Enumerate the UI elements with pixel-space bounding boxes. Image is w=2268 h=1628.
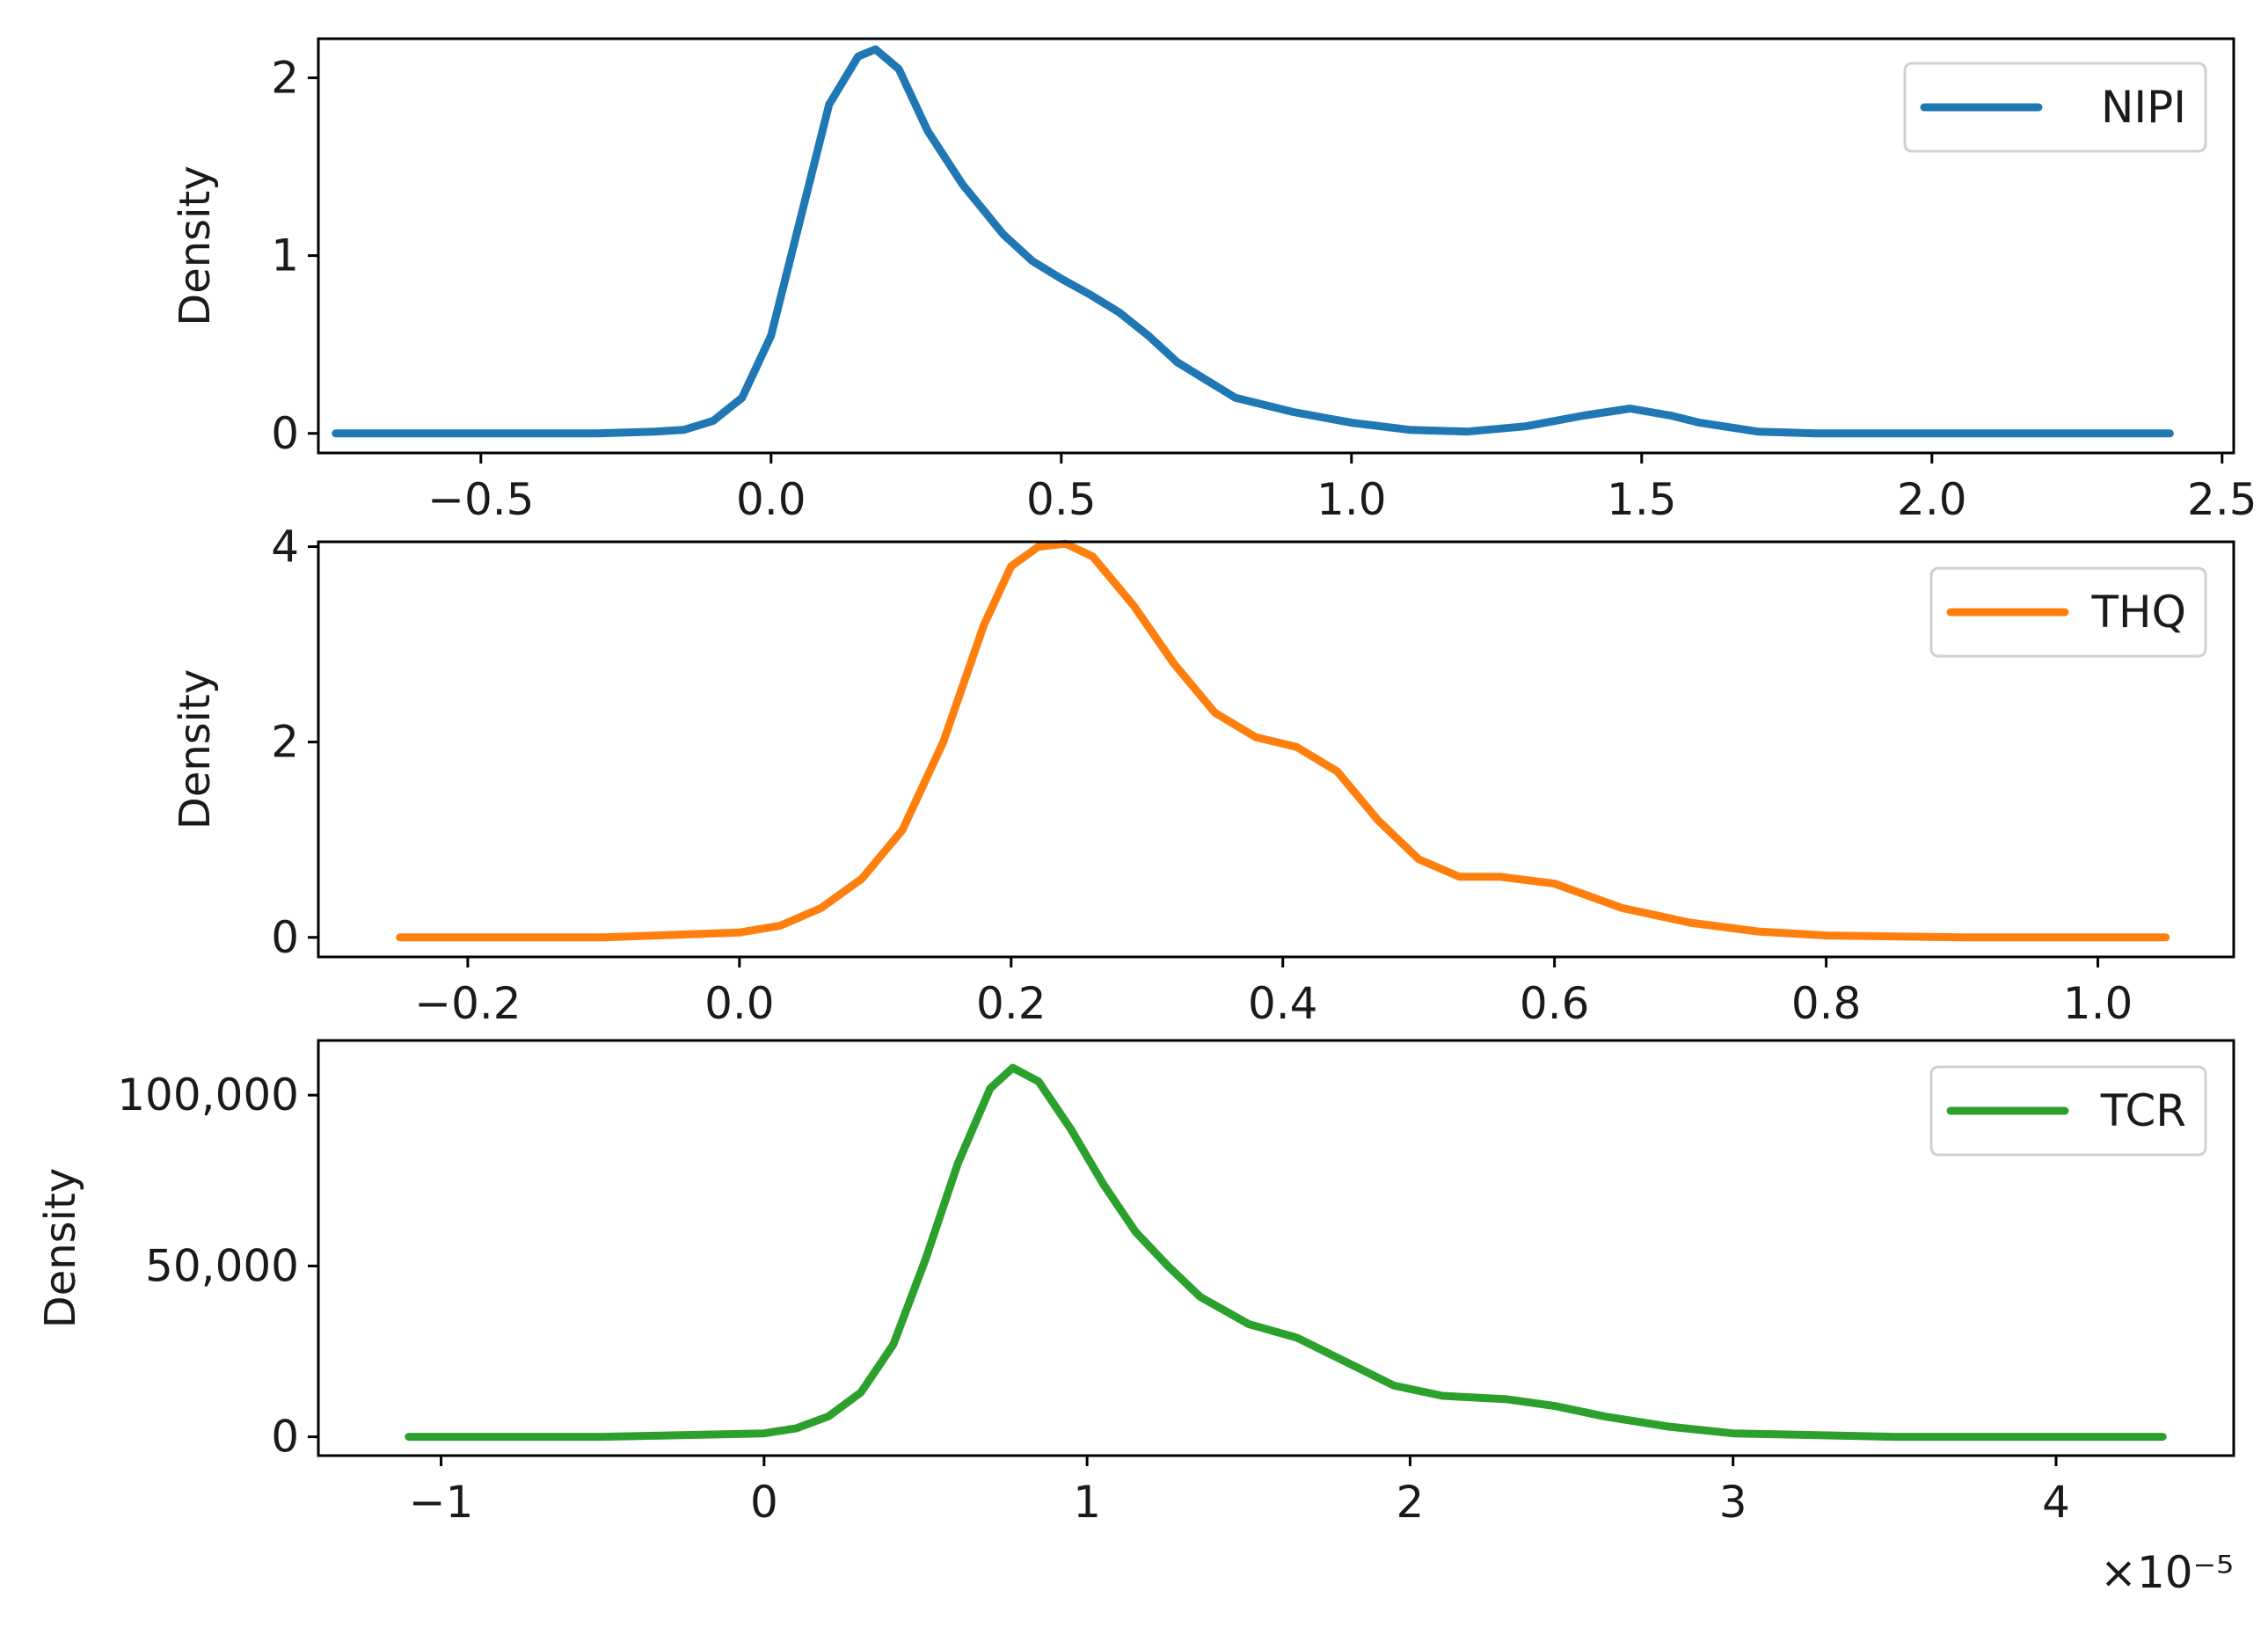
x-axis-exponent-label: ×10⁻⁵ (2100, 1547, 2234, 1598)
legend-label-tcr: TCR (2100, 1085, 2186, 1136)
x-tick-label: −0.2 (414, 978, 521, 1029)
y-tick-label: 0 (271, 1412, 299, 1463)
x-tick-label: 1.0 (1316, 474, 1387, 525)
legend-label-thq: THQ (2091, 587, 2187, 638)
legend: NIPI (1903, 62, 2207, 153)
y-tick-label: 50,000 (145, 1240, 299, 1291)
y-tick-label: 0 (271, 408, 299, 459)
y-tick-label: 4 (271, 522, 299, 573)
x-tick-label: −1 (409, 1477, 474, 1528)
x-tick-label: 1.0 (2063, 978, 2133, 1029)
y-axis-label: Density (36, 1168, 85, 1328)
chart-panel-1: −0.5 0.0 0.5 1.0 1.5 2.0 2.5 0 1 2 Density NIPI (171, 37, 2257, 525)
y-tick-label: 2 (271, 52, 299, 103)
x-tick-label: 0.8 (1791, 978, 1862, 1029)
x-tick-label: 2.0 (1897, 474, 1967, 525)
legend: THQ (1929, 566, 2207, 658)
y-tick-label: 100,000 (117, 1070, 299, 1121)
x-tick-label: 0.4 (1248, 978, 1318, 1029)
x-tick-label: 0 (750, 1477, 778, 1528)
series-line-thq (396, 539, 2170, 942)
x-tick-label: 0.0 (736, 474, 806, 525)
y-tick-label: 1 (271, 230, 299, 281)
x-tick-label: 4 (2042, 1477, 2070, 1528)
series-line-tcr (405, 1063, 2167, 1442)
x-tick-label: 0.0 (704, 978, 775, 1029)
legend-box (1903, 62, 2207, 153)
legend: TCR (1929, 1065, 2207, 1157)
legend-label-nipi: NIPI (2101, 82, 2186, 133)
chart-panel-3: −1 0 1 2 3 4 0 50,000 100,000 Density ×10⁻⁵ TCR (36, 1039, 2235, 1598)
x-tick-label: 1 (1073, 1477, 1101, 1528)
x-tick-label: 0.2 (976, 978, 1046, 1029)
x-tick-label: 1.5 (1607, 474, 1677, 525)
series-line-nipi (332, 45, 2174, 438)
y-tick-label: 0 (271, 912, 299, 963)
x-tick-label: −0.5 (427, 474, 534, 525)
x-tick-label: 0.5 (1026, 474, 1097, 525)
axes-frame (317, 1039, 2235, 1457)
x-tick-label: 3 (1719, 1477, 1747, 1528)
axes-frame (317, 540, 2235, 959)
x-tick-label: 0.6 (1520, 978, 1590, 1029)
x-tick-label: 2 (1397, 1477, 1425, 1528)
chart-panel-2: −0.2 0.0 0.2 0.4 0.6 0.8 1.0 0 2 4 Density THQ (171, 522, 2235, 1029)
y-axis-label: Density (171, 669, 220, 829)
y-axis-label: Density (171, 165, 220, 325)
axes-frame (317, 37, 2235, 455)
x-tick-label: 2.5 (2187, 474, 2257, 525)
y-tick-label: 2 (271, 717, 299, 768)
